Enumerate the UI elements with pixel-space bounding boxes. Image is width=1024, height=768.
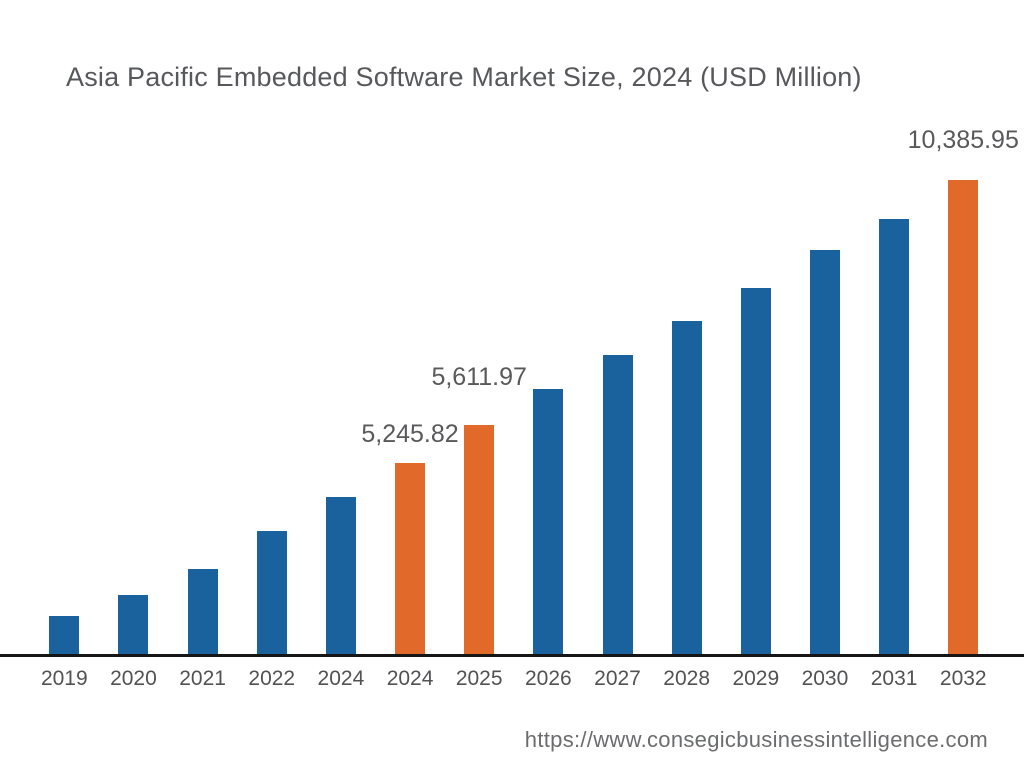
bar-2027 [602,355,633,657]
x-axis-label-2020: 2020 [110,667,157,690]
x-axis-line [0,654,1024,657]
bar-2030 [809,250,840,657]
bar-2028 [671,321,702,657]
x-axis-label-2031: 2031 [870,667,918,690]
bar-2029 [740,288,771,657]
x-axis-label-2030: 2030 [801,667,849,690]
x-axis-label-2032: 2032 [939,667,987,690]
x-axis-label-2019: 2019 [40,667,88,690]
bar-2019 [49,616,80,657]
bar-2024 [325,497,356,657]
x-axis-label-2022: 2022 [248,667,296,690]
x-axis-label-2026: 2026 [524,667,572,690]
bar-2024 [395,463,426,657]
bar-2021 [187,569,218,657]
x-axis-label-2029: 2029 [732,667,780,690]
x-axis-label-2024: 2024 [386,667,434,690]
data-label-2032: 10,385.95 [907,126,1019,154]
x-axis-label-2024: 2024 [317,667,365,690]
bar-2025 [464,425,495,657]
chart-title: Asia Pacific Embedded Software Market Si… [66,62,862,92]
x-axis-label-2021: 2021 [179,667,226,690]
bar-2022 [256,531,287,657]
bar-2031 [879,219,910,657]
bar-2026 [533,389,564,657]
x-axis-label-2025: 2025 [455,667,503,690]
bar-2032 [948,180,979,657]
data-label-2024: 5,245.82 [361,420,459,448]
data-label-2025: 5,611.97 [431,363,527,391]
x-axis-label-2027: 2027 [594,667,641,690]
x-axis-label-2028: 2028 [663,667,710,690]
bar-2020 [118,595,149,657]
source-url: https://www.consegicbusinessintelligence… [524,727,988,752]
